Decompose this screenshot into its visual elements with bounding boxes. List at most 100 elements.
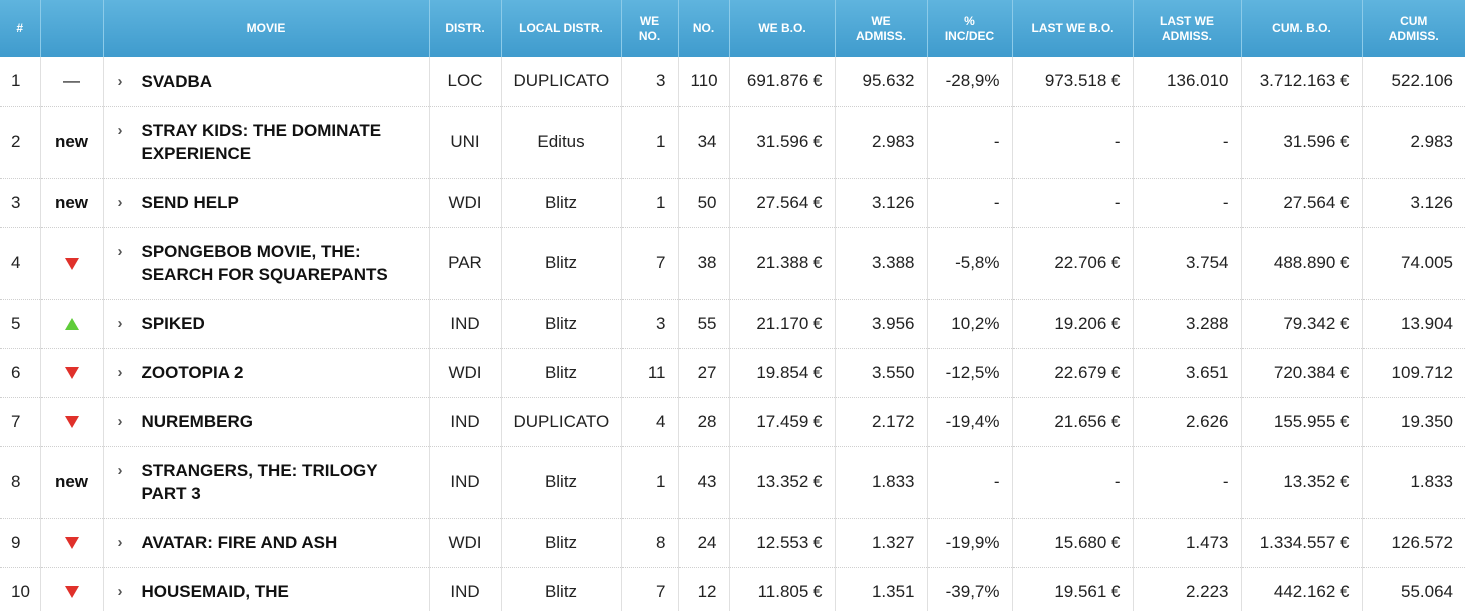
no-cell: 28: [677, 397, 729, 447]
trend-cell: [39, 348, 103, 398]
movie-cell[interactable]: › STRAY KIDS: THE DOMINATE EXPERIENCE: [102, 106, 429, 179]
table-row[interactable]: 3 new › SEND HELP WDI Blitz 1 50 27.564 …: [0, 178, 1465, 228]
cum-bo-cell: 13.352 €: [1240, 446, 1362, 519]
cum-bo-cell: 3.712.163 €: [1240, 57, 1362, 107]
trend-cell: [39, 518, 103, 568]
we-no-cell: 3: [620, 57, 678, 107]
header-rank[interactable]: #: [0, 0, 41, 57]
inc-dec-cell: -39,7%: [926, 567, 1012, 611]
rank-cell: 3: [0, 178, 40, 228]
movie-title[interactable]: SPIKED: [141, 314, 205, 333]
we-admiss-cell: 1.327: [834, 518, 927, 568]
trend-cell: [39, 299, 103, 349]
movie-title[interactable]: ZOOTOPIA 2: [141, 363, 244, 382]
new-entry-label: new: [54, 132, 89, 151]
inc-dec-cell: 10,2%: [926, 299, 1012, 349]
we-admiss-cell: 3.956: [834, 299, 927, 349]
header-last-we-admiss[interactable]: LAST WE ADMISS.: [1132, 0, 1242, 57]
movie-title[interactable]: SEND HELP: [141, 193, 239, 212]
movie-cell[interactable]: › SVADBA: [102, 57, 429, 107]
movie-cell[interactable]: › STRANGERS, THE: TRILOGY PART 3: [102, 446, 429, 519]
last-we-bo-cell: 19.561 €: [1011, 567, 1133, 611]
cum-bo-cell: 1.334.557 €: [1240, 518, 1362, 568]
trend-cell: [39, 567, 103, 611]
inc-dec-cell: -19,9%: [926, 518, 1012, 568]
movie-cell[interactable]: › HOUSEMAID, THE: [102, 567, 429, 611]
trend-cell: [39, 397, 103, 447]
header-movie[interactable]: MOVIE: [102, 0, 430, 57]
movie-title[interactable]: NUREMBERG: [141, 412, 253, 431]
distr-cell: WDI: [428, 178, 501, 228]
chevron-right-icon[interactable]: ›: [117, 364, 123, 381]
movie-title[interactable]: SVADBA: [141, 71, 213, 91]
header-last-we-bo[interactable]: LAST WE B.O.: [1011, 0, 1134, 57]
table-row[interactable]: 4 › SPONGEBOB MOVIE, THE: SEARCH FOR SQU…: [0, 227, 1465, 300]
last-we-bo-cell: 19.206 €: [1011, 299, 1133, 349]
header-distr[interactable]: DISTR.: [428, 0, 502, 57]
chevron-right-icon[interactable]: ›: [117, 194, 123, 211]
movie-title[interactable]: STRAY KIDS: THE DOMINATE EXPERIENCE: [141, 121, 382, 163]
table-row[interactable]: 6 › ZOOTOPIA 2 WDI Blitz 11 27 19.854 € …: [0, 348, 1465, 398]
movie-cell[interactable]: › SPIKED: [102, 299, 429, 349]
movie-wrap: › ZOOTOPIA 2: [118, 361, 421, 384]
cum-bo-cell: 155.955 €: [1240, 397, 1362, 447]
table-row[interactable]: 2 new › STRAY KIDS: THE DOMINATE EXPERIE…: [0, 106, 1465, 179]
trend-cell: [39, 227, 103, 300]
trend-down-icon: [64, 586, 79, 599]
distr-cell: LOC: [428, 57, 501, 107]
local-distr-cell: Blitz: [500, 567, 621, 611]
cum-bo-cell: 488.890 €: [1240, 227, 1362, 300]
movie-title[interactable]: SPONGEBOB MOVIE, THE: SEARCH FOR SQUAREP…: [141, 242, 388, 284]
table-body: 1 — › SVADBA LOC DUPLICATO 3 110 691.876…: [0, 57, 1465, 611]
header-we-no[interactable]: WE NO.: [620, 0, 679, 57]
chevron-right-icon[interactable]: ›: [117, 534, 123, 551]
chevron-right-icon[interactable]: ›: [117, 122, 123, 139]
header-cum-admiss[interactable]: CUM ADMISS.: [1361, 0, 1465, 57]
movie-title[interactable]: HOUSEMAID, THE: [141, 582, 289, 601]
distr-cell: WDI: [428, 518, 501, 568]
table-row[interactable]: 1 — › SVADBA LOC DUPLICATO 3 110 691.876…: [0, 57, 1465, 107]
cum-admiss-cell: 1.833: [1361, 446, 1465, 519]
header-we-admiss[interactable]: WE ADMISS.: [834, 0, 928, 57]
chevron-right-icon[interactable]: ›: [117, 462, 123, 479]
header-cum-bo[interactable]: CUM. B.O.: [1240, 0, 1363, 57]
we-admiss-cell: 3.550: [834, 348, 927, 398]
cum-admiss-cell: 126.572: [1361, 518, 1465, 568]
table-row[interactable]: 9 › AVATAR: FIRE AND ASH WDI Blitz 8 24 …: [0, 518, 1465, 568]
movie-cell[interactable]: › AVATAR: FIRE AND ASH: [102, 518, 429, 568]
movie-cell[interactable]: › SPONGEBOB MOVIE, THE: SEARCH FOR SQUAR…: [102, 227, 429, 300]
inc-dec-cell: -5,8%: [926, 227, 1012, 300]
header-local-distr[interactable]: LOCAL DISTR.: [500, 0, 622, 57]
chevron-right-icon[interactable]: ›: [117, 243, 123, 260]
header-no[interactable]: NO.: [677, 0, 730, 57]
chevron-right-icon[interactable]: ›: [117, 72, 123, 90]
table-row[interactable]: 7 › NUREMBERG IND DUPLICATO 4 28 17.459 …: [0, 397, 1465, 447]
header-inc-dec[interactable]: % INC/DEC: [926, 0, 1013, 57]
table-row[interactable]: 5 › SPIKED IND Blitz 3 55 21.170 € 3.956…: [0, 299, 1465, 349]
we-bo-cell: 13.352 €: [728, 446, 835, 519]
we-no-cell: 7: [620, 567, 678, 611]
rank-cell: 5: [0, 299, 40, 349]
header-last-we-admiss-line2: ADMISS.: [1161, 28, 1212, 43]
no-cell: 38: [677, 227, 729, 300]
header-last-we-admiss-line1: LAST WE: [1160, 13, 1214, 28]
movie-cell[interactable]: › NUREMBERG: [102, 397, 429, 447]
trend-down-icon: [64, 537, 79, 550]
local-distr-cell: DUPLICATO: [500, 397, 621, 447]
we-admiss-cell: 1.833: [834, 446, 927, 519]
header-we-admiss-line2: ADMISS.: [855, 28, 906, 43]
header-we-bo[interactable]: WE B.O.: [728, 0, 836, 57]
last-we-bo-cell: 15.680 €: [1011, 518, 1133, 568]
chevron-right-icon[interactable]: ›: [117, 583, 123, 600]
movie-title[interactable]: AVATAR: FIRE AND ASH: [141, 533, 338, 552]
movie-title[interactable]: STRANGERS, THE: TRILOGY PART 3: [141, 461, 378, 503]
new-entry-label: new: [54, 192, 89, 212]
chevron-right-icon[interactable]: ›: [117, 315, 123, 332]
chevron-right-icon[interactable]: ›: [117, 413, 123, 430]
rank-cell: 1: [0, 57, 40, 107]
movie-cell[interactable]: › ZOOTOPIA 2: [102, 348, 429, 398]
table-row[interactable]: 8 new › STRANGERS, THE: TRILOGY PART 3 I…: [0, 446, 1465, 519]
movie-cell[interactable]: › SEND HELP: [102, 178, 429, 228]
table-row[interactable]: 10 › HOUSEMAID, THE IND Blitz 7 12 11.80…: [0, 567, 1465, 611]
header-we-admiss-line1: WE: [871, 13, 891, 28]
